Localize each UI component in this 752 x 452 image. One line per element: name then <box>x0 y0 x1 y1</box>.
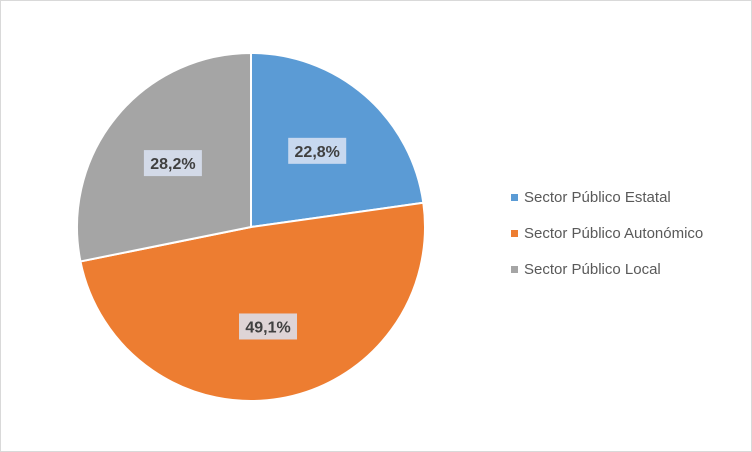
legend-swatch-estatal <box>511 193 518 201</box>
data-label-box <box>143 150 202 177</box>
data-label-box <box>239 313 298 340</box>
legend-label-autonomico: Sector Público Autonómico <box>524 224 704 242</box>
data-label-box <box>288 137 347 164</box>
pie-data-labels: 22,8% 49,1% 28,2% <box>143 137 347 340</box>
legend-label-estatal: Sector Público Estatal <box>524 188 671 206</box>
legend-item-local: Sector Público Local <box>511 251 703 287</box>
data-label-text: 28,2% <box>150 156 195 173</box>
data-label-local: 28,2% <box>143 150 202 177</box>
data-label-autonomico: 49,1% <box>239 313 298 340</box>
legend-item-autonomico: Sector Público Autonómico <box>511 215 703 251</box>
data-label-text: 49,1% <box>245 319 290 336</box>
legend-label-local: Sector Público Local <box>524 260 661 278</box>
pie-slices <box>76 51 426 402</box>
data-label-text: 22,8% <box>295 144 340 161</box>
legend-swatch-autonomico <box>511 229 518 237</box>
legend: Sector Público Estatal Sector Público Au… <box>511 179 703 287</box>
legend-swatch-local <box>511 265 518 273</box>
legend-item-estatal: Sector Público Estatal <box>511 179 703 215</box>
slice-autonomico <box>79 201 426 402</box>
data-label-estatal: 22,8% <box>288 137 347 164</box>
